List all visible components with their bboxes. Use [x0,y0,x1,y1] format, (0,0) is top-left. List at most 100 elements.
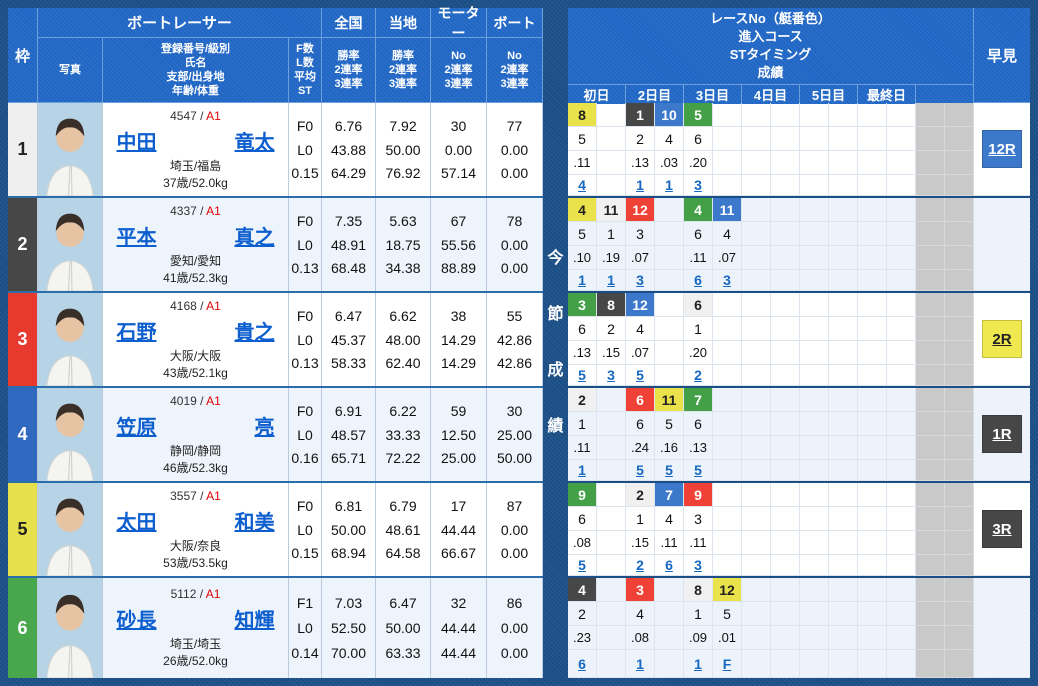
racer-name-link[interactable]: 石野 貴之 [117,316,275,345]
no-race-cell [945,341,974,365]
racer-family-name: 中田 [116,131,157,154]
racer-photo[interactable] [38,198,103,291]
national-stats: 7.03 52.50 70.00 [322,578,376,678]
race-result-link[interactable]: 1 [607,272,615,288]
st-timing: .20 [684,341,713,365]
race-result-link[interactable]: 2 [694,367,702,383]
race-result-cell: 6 [684,270,713,291]
racer-photo[interactable] [38,483,103,576]
race-result-cell: 1 [684,650,713,678]
racer-given-name: 竜太 [234,131,275,154]
reg-class-separator: / [196,393,207,408]
race-result-link[interactable]: 1 [578,272,586,288]
motor-stats: 38 14.29 14.29 [431,293,487,386]
no-race-cell [945,293,974,317]
motor-detail-header: No 2連率 3連率 [431,38,487,103]
race-result-link[interactable]: 1 [636,177,644,193]
race-result-link[interactable]: 6 [694,272,702,288]
no-race-cell [916,293,945,317]
race-result-cell [829,650,858,678]
race-result-link[interactable]: F [722,655,732,672]
race-result-cell [858,460,887,481]
race-chip-empty [800,198,829,222]
race-number-chip: 7 [655,483,684,507]
racer-name-link[interactable]: 中田 竜太 [117,126,275,155]
st-timing: .13 [626,151,655,175]
hayami-link[interactable]: 12R [982,130,1022,168]
entry-course [655,317,684,341]
race-result-link[interactable]: 5 [578,557,586,573]
race-result-link[interactable]: 1 [665,177,673,193]
local-stat-value: 7.92 [389,118,417,135]
racer-name-link[interactable]: 笠原 亮 [117,411,275,440]
race-result-cell: 2 [626,555,655,576]
race-result-link[interactable]: 1 [694,655,702,672]
race-result-cell [742,555,771,576]
race-result-cell [771,650,800,678]
national-stat-value: 43.88 [330,141,367,158]
no-race-cell [916,483,945,507]
entry-course: 4 [626,317,655,341]
racer-name-link[interactable]: 平本 真之 [117,221,275,250]
race-result-link[interactable]: 3 [636,272,644,288]
no-race-cell [945,412,974,436]
racer-photo[interactable] [38,388,103,481]
racer-info: 3557 / A1 太田 和美 大阪/奈良 53歳/53.5kg [103,483,289,576]
entry-course: 6 [684,127,713,151]
fl-st-value: 0.15 [291,544,319,561]
race-chip-empty [858,483,887,507]
race-result-cell [800,555,829,576]
local-stat-value: 34.38 [385,259,421,276]
race-result-link[interactable]: 4 [578,177,586,193]
hayami-link[interactable]: 1R [982,415,1022,453]
racer-name-link[interactable]: 太田 和美 [117,506,275,535]
race-result-cell [742,175,771,196]
series-result-row: 3 6.13 5 8 2.15 3 12 4.07 5 6 1.20 2 2R [568,293,1030,388]
race-result-cell: 3 [713,270,742,291]
race-result-link[interactable]: 3 [607,367,615,383]
race-result-cell [771,270,800,291]
race-result-link[interactable]: 6 [578,655,586,672]
race-result-link[interactable]: 5 [694,462,702,478]
race-result-link[interactable]: 3 [723,272,731,288]
hayami-link[interactable]: 3R [982,510,1022,548]
race-result-link[interactable]: 5 [636,367,644,383]
racer-photo[interactable] [38,293,103,386]
race-chip-empty [771,578,800,602]
series-results-vertical-label: 今 節 成 績 [547,250,564,435]
race-result-link[interactable]: 3 [694,557,702,573]
racer-info: 4547 / A1 中田 竜太 埼玉/福島 37歳/52.0kg [103,103,289,196]
race-result-link[interactable]: 5 [665,462,673,478]
boat-stat-value: 78 [506,213,523,230]
race-result-link[interactable]: 1 [636,655,644,672]
frame-number: 3 [8,293,38,386]
local-stats: 6.62 48.00 62.40 [376,293,431,386]
local-stats: 5.63 18.75 34.38 [376,198,431,291]
racer-photo[interactable] [38,578,103,678]
race-result-link[interactable]: 3 [694,177,702,193]
race-result-cell: 4 [568,175,597,196]
racer-photo[interactable] [38,103,103,196]
race-result-link[interactable]: 5 [636,462,644,478]
fl-st-value: 0.14 [291,645,319,661]
national-stat-value: 68.94 [330,544,367,561]
race-result-link[interactable]: 5 [578,367,586,383]
race-result-cell [771,365,800,386]
fl-st-value: F0 [296,118,314,135]
racer-table-header: 枠 ボートレーサー 全国 当地 モーター ボート 写真 登録番号/級別 氏名 支… [8,5,543,103]
st-timing [858,246,887,270]
registration-class-line: 4337 / A1 [170,204,221,218]
entry-course: 6 [684,222,713,246]
class-grade: A1 [206,108,221,123]
race-result-link[interactable]: 1 [578,462,586,478]
registration-class-line: 3557 / A1 [170,489,221,503]
race-result-link[interactable]: 6 [665,557,673,573]
race-result-link[interactable]: 2 [636,557,644,573]
race-result-cell: 3 [684,175,713,196]
racer-name-link[interactable]: 砂長 知輝 [117,604,275,633]
motor-stat-value: 57.14 [440,164,477,181]
motor-group-header: モーター [431,5,487,41]
hayami-link[interactable]: 2R [982,320,1022,358]
race-number-chip: 4 [568,198,597,222]
entry-course [771,602,800,626]
